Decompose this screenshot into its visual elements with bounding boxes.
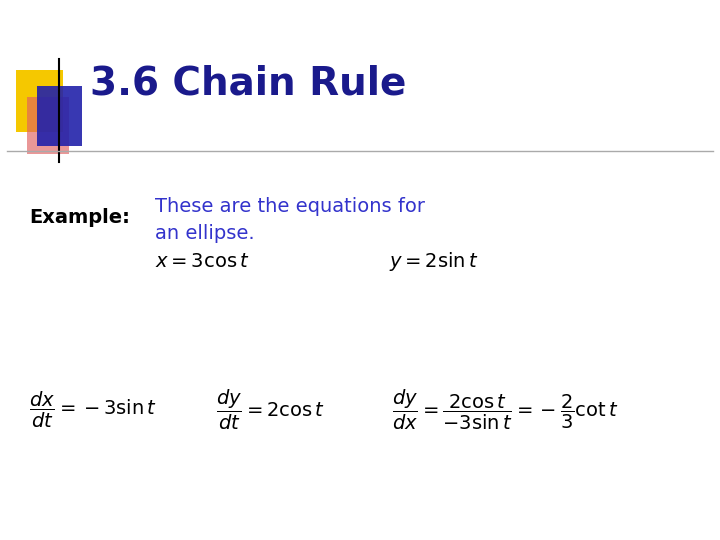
Text: 3.6 Chain Rule: 3.6 Chain Rule (90, 65, 406, 103)
Text: $y = 2\sin t$: $y = 2\sin t$ (389, 251, 479, 273)
Bar (27, 97, 69, 154)
Text: $\dfrac{dy}{dx} = \dfrac{2\cos t}{-3\sin t} = -\dfrac{2}{3}\cot t$: $\dfrac{dy}{dx} = \dfrac{2\cos t}{-3\sin… (392, 388, 619, 433)
Text: an ellipse.: an ellipse. (155, 224, 254, 243)
Text: These are the equations for: These are the equations for (155, 197, 425, 216)
Bar (37, 86, 82, 146)
Text: Example:: Example: (29, 208, 130, 227)
Text: $\dfrac{dx}{dt} = -3\sin t$: $\dfrac{dx}{dt} = -3\sin t$ (29, 390, 157, 430)
Text: $\dfrac{dy}{dt} = 2\cos t$: $\dfrac{dy}{dt} = 2\cos t$ (216, 388, 325, 433)
Text: $x = 3\cos t$: $x = 3\cos t$ (155, 252, 249, 272)
Bar (16, 70, 63, 132)
